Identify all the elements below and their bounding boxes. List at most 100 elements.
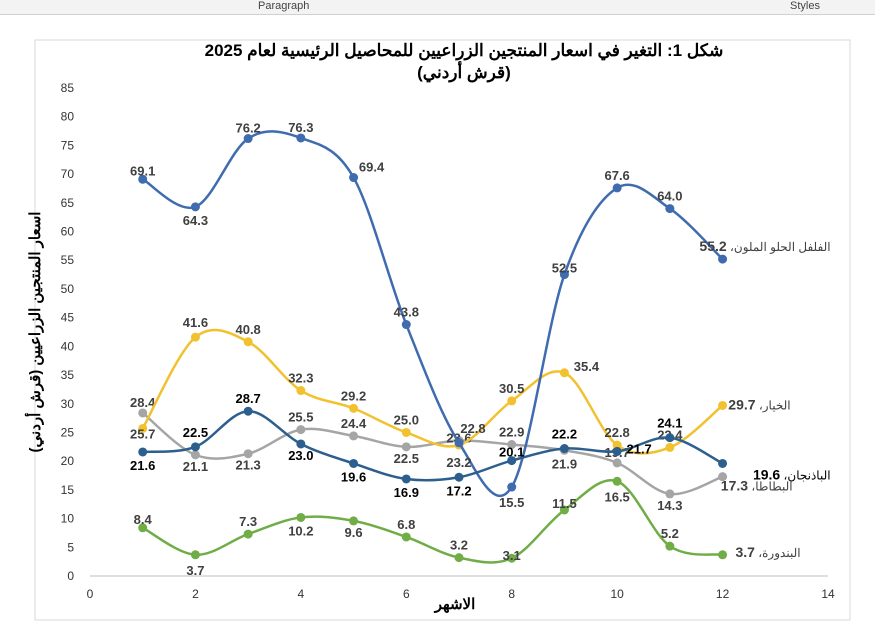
data-label: 21.9 [552,456,577,471]
data-label: 41.6 [183,315,208,330]
data-point [190,442,200,452]
data-point [349,173,359,183]
data-label: 43.8 [394,305,419,320]
data-point [718,550,728,560]
data-point [612,458,622,468]
data-label: 3.1 [503,548,521,563]
series-3: 28.421.121.325.524.422.523.622.921.919.7… [130,395,793,513]
data-label: 21.6 [130,458,155,473]
data-point [718,472,728,482]
data-label: 32.3 [288,371,313,386]
data-label: 76.2 [235,121,260,136]
series-name-label: البطاطا، [748,480,793,494]
data-label: 23.2 [446,455,471,470]
data-point [665,541,675,551]
data-point [349,516,359,526]
data-label: الباذنجان، 19.6 [753,466,831,482]
y-tick-label: 15 [61,483,75,497]
y-tick-label: 60 [61,225,75,239]
data-label: 64.3 [183,213,208,228]
data-label: 15.5 [499,495,524,510]
data-label: 16.5 [604,489,629,504]
data-point [665,204,675,214]
series-name-label: البندورة، [755,546,801,560]
data-point [612,446,622,456]
series-name-label: الباذنجان، [780,468,830,482]
data-label: 29.2 [341,388,366,403]
data-label: 24.4 [341,416,367,431]
data-point [454,553,464,563]
data-label: 10.2 [288,523,313,538]
data-label: 9.6 [345,525,363,540]
data-point [507,440,517,450]
y-tick-label: 65 [61,196,75,210]
paragraph-group-label[interactable]: Paragraph [258,0,310,12]
data-point [718,400,728,410]
x-tick-label: 10 [610,587,624,601]
data-point [507,456,517,466]
series-name-label: الفلفل الحلو الملون، [727,240,831,254]
data-label: 6.8 [397,517,415,532]
y-tick-label: 75 [61,138,75,152]
data-point [665,442,675,452]
styles-group-label[interactable]: Styles [790,0,820,12]
data-point [190,332,200,342]
data-point [190,550,200,560]
data-point [243,529,253,539]
series-2: 21.6 22.5 28.7 23.0 19.6 16.9 17.2 20.1 22.2 21.7… [130,391,831,500]
data-point [296,425,306,435]
data-point [612,440,622,450]
data-point [349,403,359,413]
data-point [138,447,148,457]
data-point [138,408,148,418]
chart-subtitle: (قرش أردني) [417,60,511,83]
x-tick-label: 14 [821,587,835,601]
data-point [718,458,728,468]
data-point [612,476,622,486]
data-label: 28.4 [130,395,156,410]
y-tick-label: 25 [61,425,75,439]
y-tick-label: 85 [61,81,75,95]
ribbon-strip: Paragraph Styles [0,0,875,15]
data-label: 22.9 [499,425,524,440]
data-label: البندورة، 3.7 [735,544,800,560]
data-label: 23.0 [288,448,313,463]
data-point [507,396,517,406]
data-point [507,553,517,563]
x-tick-label: 2 [192,587,199,601]
data-point [559,270,569,280]
data-label: 40.8 [235,322,260,337]
chart-area [34,39,851,621]
series-1: 25.7 41.6 40.8 32.3 29.2 25.0 22.8 30.5 35.4 22.8… [130,315,791,455]
data-point [138,423,148,433]
data-label: 16.9 [394,485,419,500]
data-label: 25.5 [288,410,313,425]
series-0: 69.1 64.3 76.2 76.3 69.4 43.8 23.2 15.5 52.5 67.6… [130,120,831,510]
data-point [559,505,569,515]
data-label: 5.2 [661,526,679,541]
series-4: 8.4 3.7 7.3 10.2 9.6 6.8 3.2 3.1 11.5 16.5 5.2 البن… [134,476,801,578]
data-label: 52.5 [552,261,577,276]
data-value: 29.7 [728,396,755,412]
y-tick-label: 20 [61,454,75,468]
data-label: 8.4 [134,512,153,527]
data-label: 21.1 [183,459,208,474]
data-label: 69.1 [130,163,155,178]
data-point [296,133,306,143]
data-label: 11.5 [552,496,577,511]
data-point [507,482,517,492]
y-tick-label: 70 [61,167,75,181]
data-value: 19.6 [753,466,780,482]
data-point [718,254,728,264]
data-label: 3.7 [186,563,204,578]
y-tick-label: 45 [61,311,75,325]
data-point [454,438,464,448]
data-label: 7.3 [239,514,257,529]
data-point [401,427,411,437]
x-tick-label: 6 [403,587,410,601]
y-tick-label: 50 [61,282,75,296]
data-label: 17.2 [446,483,471,498]
x-tick-label: 12 [716,587,730,601]
y-tick-label: 5 [67,540,74,554]
chart-title: شكل 1: التغير في اسعار المنتجين الزراعيي… [205,41,724,61]
